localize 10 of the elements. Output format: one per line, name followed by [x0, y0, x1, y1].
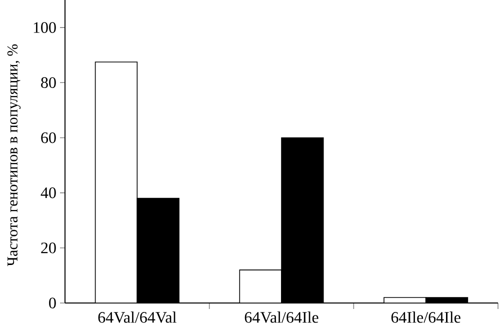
- y-tick-label: 80: [41, 77, 56, 88]
- y-axis-title: Частота генотипов в популяции, %: [7, 44, 21, 266]
- x-tick-label: 64Val/64Val: [98, 312, 176, 323]
- y-tick-label: 60: [41, 132, 56, 144]
- x-tick-label: 64Ile/64Ile: [391, 312, 460, 323]
- y-tick-label: 40: [40, 187, 56, 198]
- y-tick-label: 20: [41, 242, 56, 254]
- x-tick-label: 64Val/64Ile: [244, 312, 318, 323]
- y-tick-label: 100: [34, 22, 56, 33]
- y-tick-label: 0: [49, 298, 56, 308]
